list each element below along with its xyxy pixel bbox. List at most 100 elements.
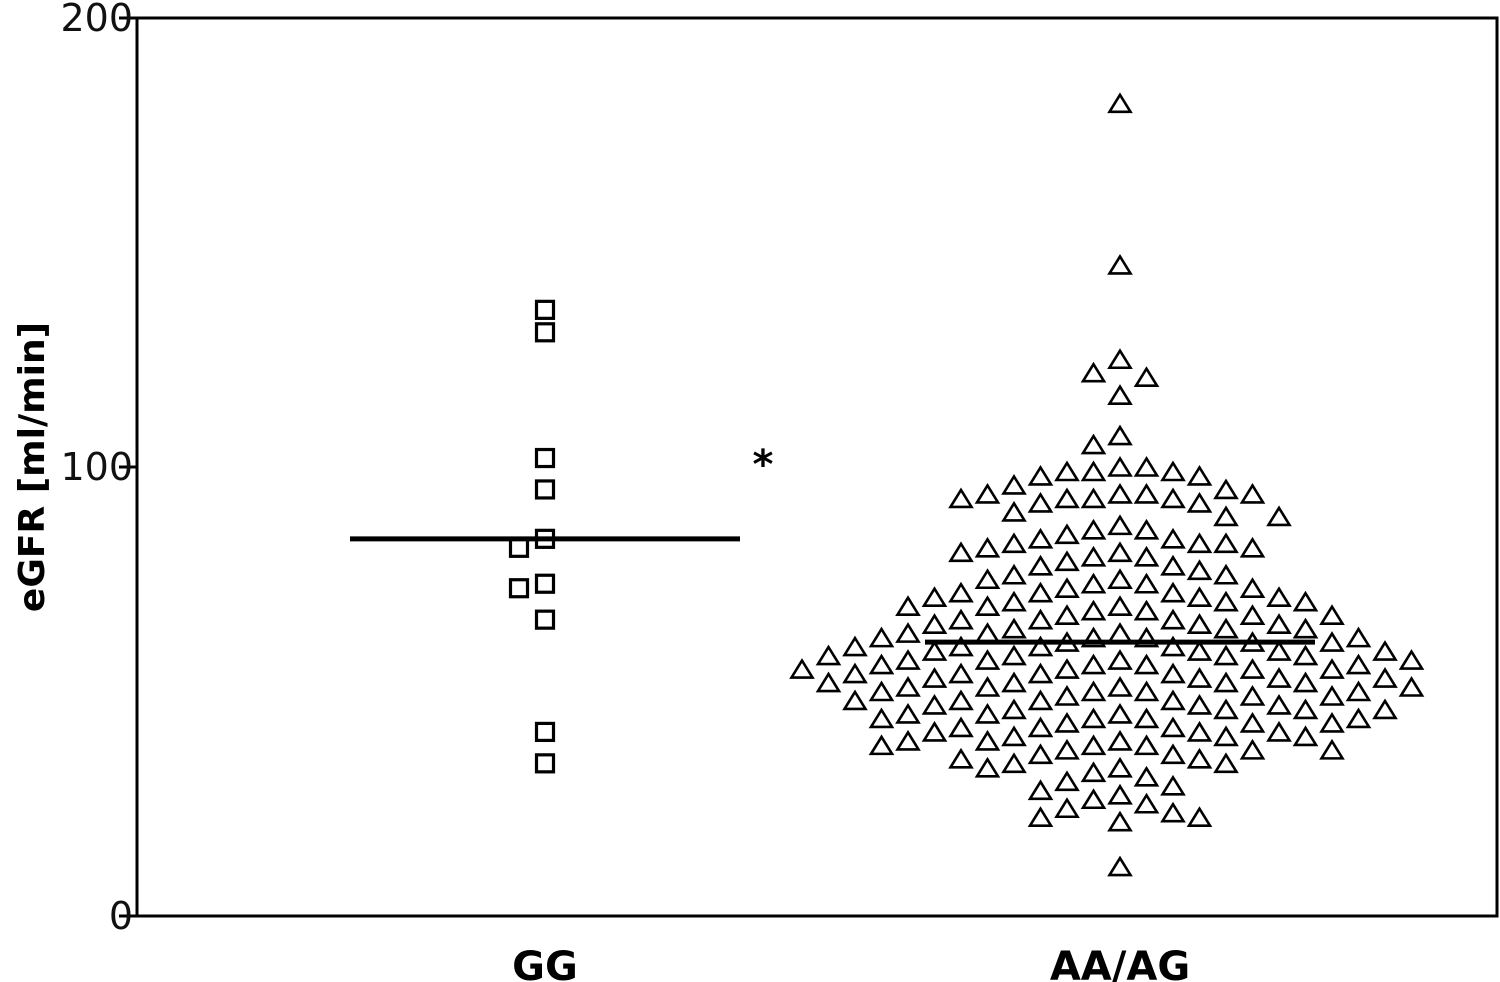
aa-ag-triangle-point (1319, 685, 1345, 706)
aa-ag-triangle-point (1133, 599, 1160, 621)
aa-ag-triangle-point (1372, 640, 1398, 661)
aa-ag-triangle-point (974, 676, 1001, 697)
aa-ag-triangle-point (1107, 424, 1133, 446)
aa-ag-triangle-point (948, 662, 974, 684)
aa-ag-triangle-point (1186, 559, 1213, 581)
aa-ag-triangle-point (895, 622, 921, 643)
median-lines (350, 536, 1315, 645)
aa-ag-triangle-point (1080, 460, 1107, 482)
aa-ag-triangle-point (1292, 617, 1319, 639)
aa-ag-triangle-point (1080, 572, 1107, 594)
aa-ag-triangle-point (1054, 604, 1080, 625)
aa-ag-triangle-point (948, 581, 974, 603)
aa-ag-triangle-point (1027, 806, 1054, 828)
gg-square-point (534, 299, 556, 320)
aa-ag-triangle-point (1186, 586, 1213, 608)
aa-ag-triangle-point (1054, 797, 1080, 819)
aa-ag-triangle-point (1001, 698, 1027, 720)
aa-ag-triangle-point (1080, 680, 1107, 702)
aa-ag-triangle-point (1080, 599, 1107, 621)
category-label: AA/AG (1050, 944, 1190, 982)
y-tick-label: 0 (109, 894, 133, 938)
aa-ag-triangle-point (1133, 680, 1160, 702)
aa-ag-triangle-point (1133, 456, 1160, 477)
aa-ag-triangle-point (1133, 792, 1160, 814)
aa-ag-triangle-point (1133, 734, 1160, 756)
aa-ag-triangle-point (1054, 711, 1080, 733)
aa-ag-triangle-point (1133, 765, 1160, 787)
aa-ag-triangle-point (1054, 738, 1080, 760)
aa-ag-triangle-point (1107, 482, 1133, 504)
aa-ag-triangle-point (1160, 554, 1186, 576)
aa-ag-triangle-point (842, 662, 868, 684)
aa-ag-triangle-point (895, 649, 921, 670)
aa-ag-triangle-point (1266, 693, 1292, 715)
aa-ag-triangle-point (1080, 433, 1107, 455)
aa-ag-triangle-point (868, 653, 895, 675)
aa-ag-triangle-point (1213, 505, 1239, 527)
aa-ag-triangle-point (1160, 487, 1186, 509)
aa-ag-triangle-point (1319, 738, 1345, 760)
aa-ag-triangle-point (1213, 698, 1239, 720)
aa-ag-triangle-point (1133, 482, 1160, 504)
aa-ag-triangle-point (815, 644, 842, 666)
aa-ag-triangle-point (1186, 491, 1213, 513)
aa-ag-triangle-point (1345, 653, 1372, 675)
aa-ag-triangle-point (815, 671, 842, 693)
aa-ag-triangle-point (1186, 693, 1213, 715)
aa-ag-triangle-point (1266, 640, 1292, 661)
aa-ag-triangle-point (1027, 716, 1054, 738)
aa-ag-triangle-point (1239, 658, 1266, 679)
aa-ag-triangle-point (1239, 482, 1266, 504)
aa-ag-triangle-point (948, 487, 974, 509)
aa-ag-triangle-point (921, 693, 948, 715)
aa-ag-triangle-point (1213, 478, 1239, 500)
aa-ag-triangle-point (1213, 532, 1239, 554)
aa-ag-triangle-point (1186, 806, 1213, 828)
aa-ag-triangle-point (1027, 608, 1054, 630)
aa-ag-triangle-point (1107, 622, 1133, 643)
aa-ag-triangle-point (1080, 487, 1107, 509)
plot-border (135, 16, 1499, 918)
aa-ag-triangle-point (1292, 698, 1319, 720)
aa-ag-triangle-point (895, 702, 921, 724)
aa-ag-triangle-point (868, 680, 895, 702)
aa-ag-triangle-point (1107, 810, 1133, 832)
aa-ag-triangle-point (1239, 738, 1266, 760)
aa-ag-triangle-point (1027, 491, 1054, 513)
aa-ag-triangle-point (895, 595, 921, 616)
aa-ag-triangle-point (1213, 590, 1239, 612)
aa-ag-triangle-point (868, 707, 895, 729)
aa-ag-triangle-point (1107, 595, 1133, 616)
aa-ag-triangle-point (1107, 568, 1133, 590)
aa-ag-triangle-point (1160, 635, 1186, 657)
aa-ag-triangle-point (1027, 554, 1054, 576)
gg-square-point (534, 609, 556, 630)
aa-ag-triangle-point (1133, 518, 1160, 540)
aa-ag-triangle-point (1239, 536, 1266, 558)
aa-ag-triangle-point (1054, 550, 1080, 572)
aa-ag-triangle-point (1027, 465, 1054, 486)
aa-ag-triangle-point (1186, 667, 1213, 688)
x-axis-categories: GG AA/AG (512, 944, 1190, 982)
aa-ag-triangle-point (1239, 577, 1266, 599)
aa-ag-triangle-point (1160, 662, 1186, 684)
aa-ag-triangle-point (1372, 667, 1398, 688)
aa-ag-triangle-point (1027, 662, 1054, 684)
aa-ag-triangle-point (1345, 680, 1372, 702)
aa-ag-triangle-point (1345, 707, 1372, 729)
aa-ag-triangle-point (1213, 752, 1239, 774)
aa-ag-triangle-point (948, 716, 974, 738)
aa-ag-triangle-point (1001, 590, 1027, 612)
aa-ag-triangle-point (1107, 384, 1133, 405)
aa-ag-triangle-point (948, 608, 974, 630)
aa-ag-triangle-point (789, 658, 815, 679)
aa-ag-triangle-point (1213, 644, 1239, 666)
aa-ag-triangle-point (1372, 698, 1398, 720)
aa-ag-triangle-point (1160, 460, 1186, 482)
data-points (508, 92, 1425, 877)
aa-ag-triangle-point (1239, 685, 1266, 706)
aa-ag-triangle-point (1266, 586, 1292, 608)
aa-ag-triangle-point (1080, 518, 1107, 540)
